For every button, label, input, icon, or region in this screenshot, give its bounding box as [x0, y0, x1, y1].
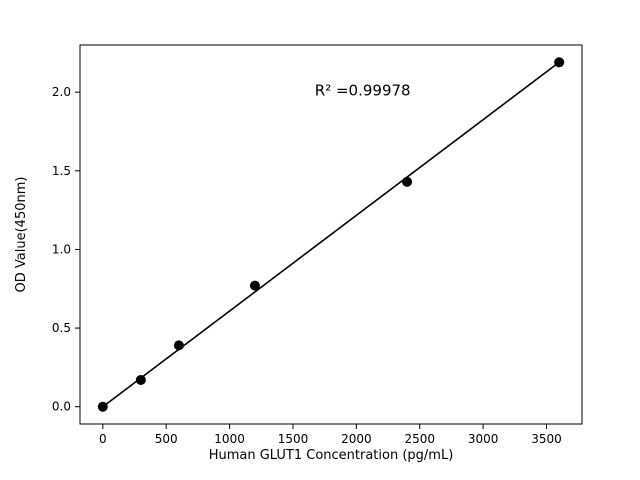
data-point	[135, 374, 146, 385]
data-point	[173, 340, 184, 351]
r-squared-annotation: R² =0.99978	[315, 81, 411, 99]
fit-line-layer	[102, 61, 560, 408]
data-points-layer	[97, 57, 565, 412]
fit-line	[102, 61, 560, 408]
x-tick-label: 2500	[404, 432, 435, 446]
y-tick-label: 0.0	[52, 400, 71, 414]
y-tick-label: 1.5	[52, 164, 71, 178]
data-point	[554, 57, 565, 68]
data-point	[249, 280, 260, 291]
plot-frame	[79, 44, 583, 425]
x-tick-label: 3500	[531, 432, 562, 446]
x-axis-label: Human GLUT1 Concentration (pg/mL)	[209, 448, 454, 463]
axis-labels-layer: R² =0.99978 Human GLUT1 Concentration (pg…	[14, 81, 453, 463]
x-tick-label: 1000	[214, 432, 245, 446]
y-tick-label: 0.5	[52, 321, 71, 335]
data-point	[97, 401, 108, 412]
x-tick-label: 3000	[468, 432, 499, 446]
x-tick-label: 0	[99, 432, 107, 446]
data-point	[402, 176, 413, 187]
plot-box-spines	[79, 44, 583, 425]
x-tick-label: 1500	[278, 432, 309, 446]
x-tick-label: 2000	[341, 432, 372, 446]
y-axis-label: OD Value(450nm)	[14, 177, 29, 293]
y-tick-label: 1.0	[52, 242, 71, 256]
x-tick-label: 500	[155, 432, 178, 446]
axis-ticks: 0 500 1000 1500 2000 2500 3000 3500 0.0 0.5 1.0 1.5…	[52, 85, 562, 446]
y-tick-label: 2.0	[52, 85, 71, 99]
